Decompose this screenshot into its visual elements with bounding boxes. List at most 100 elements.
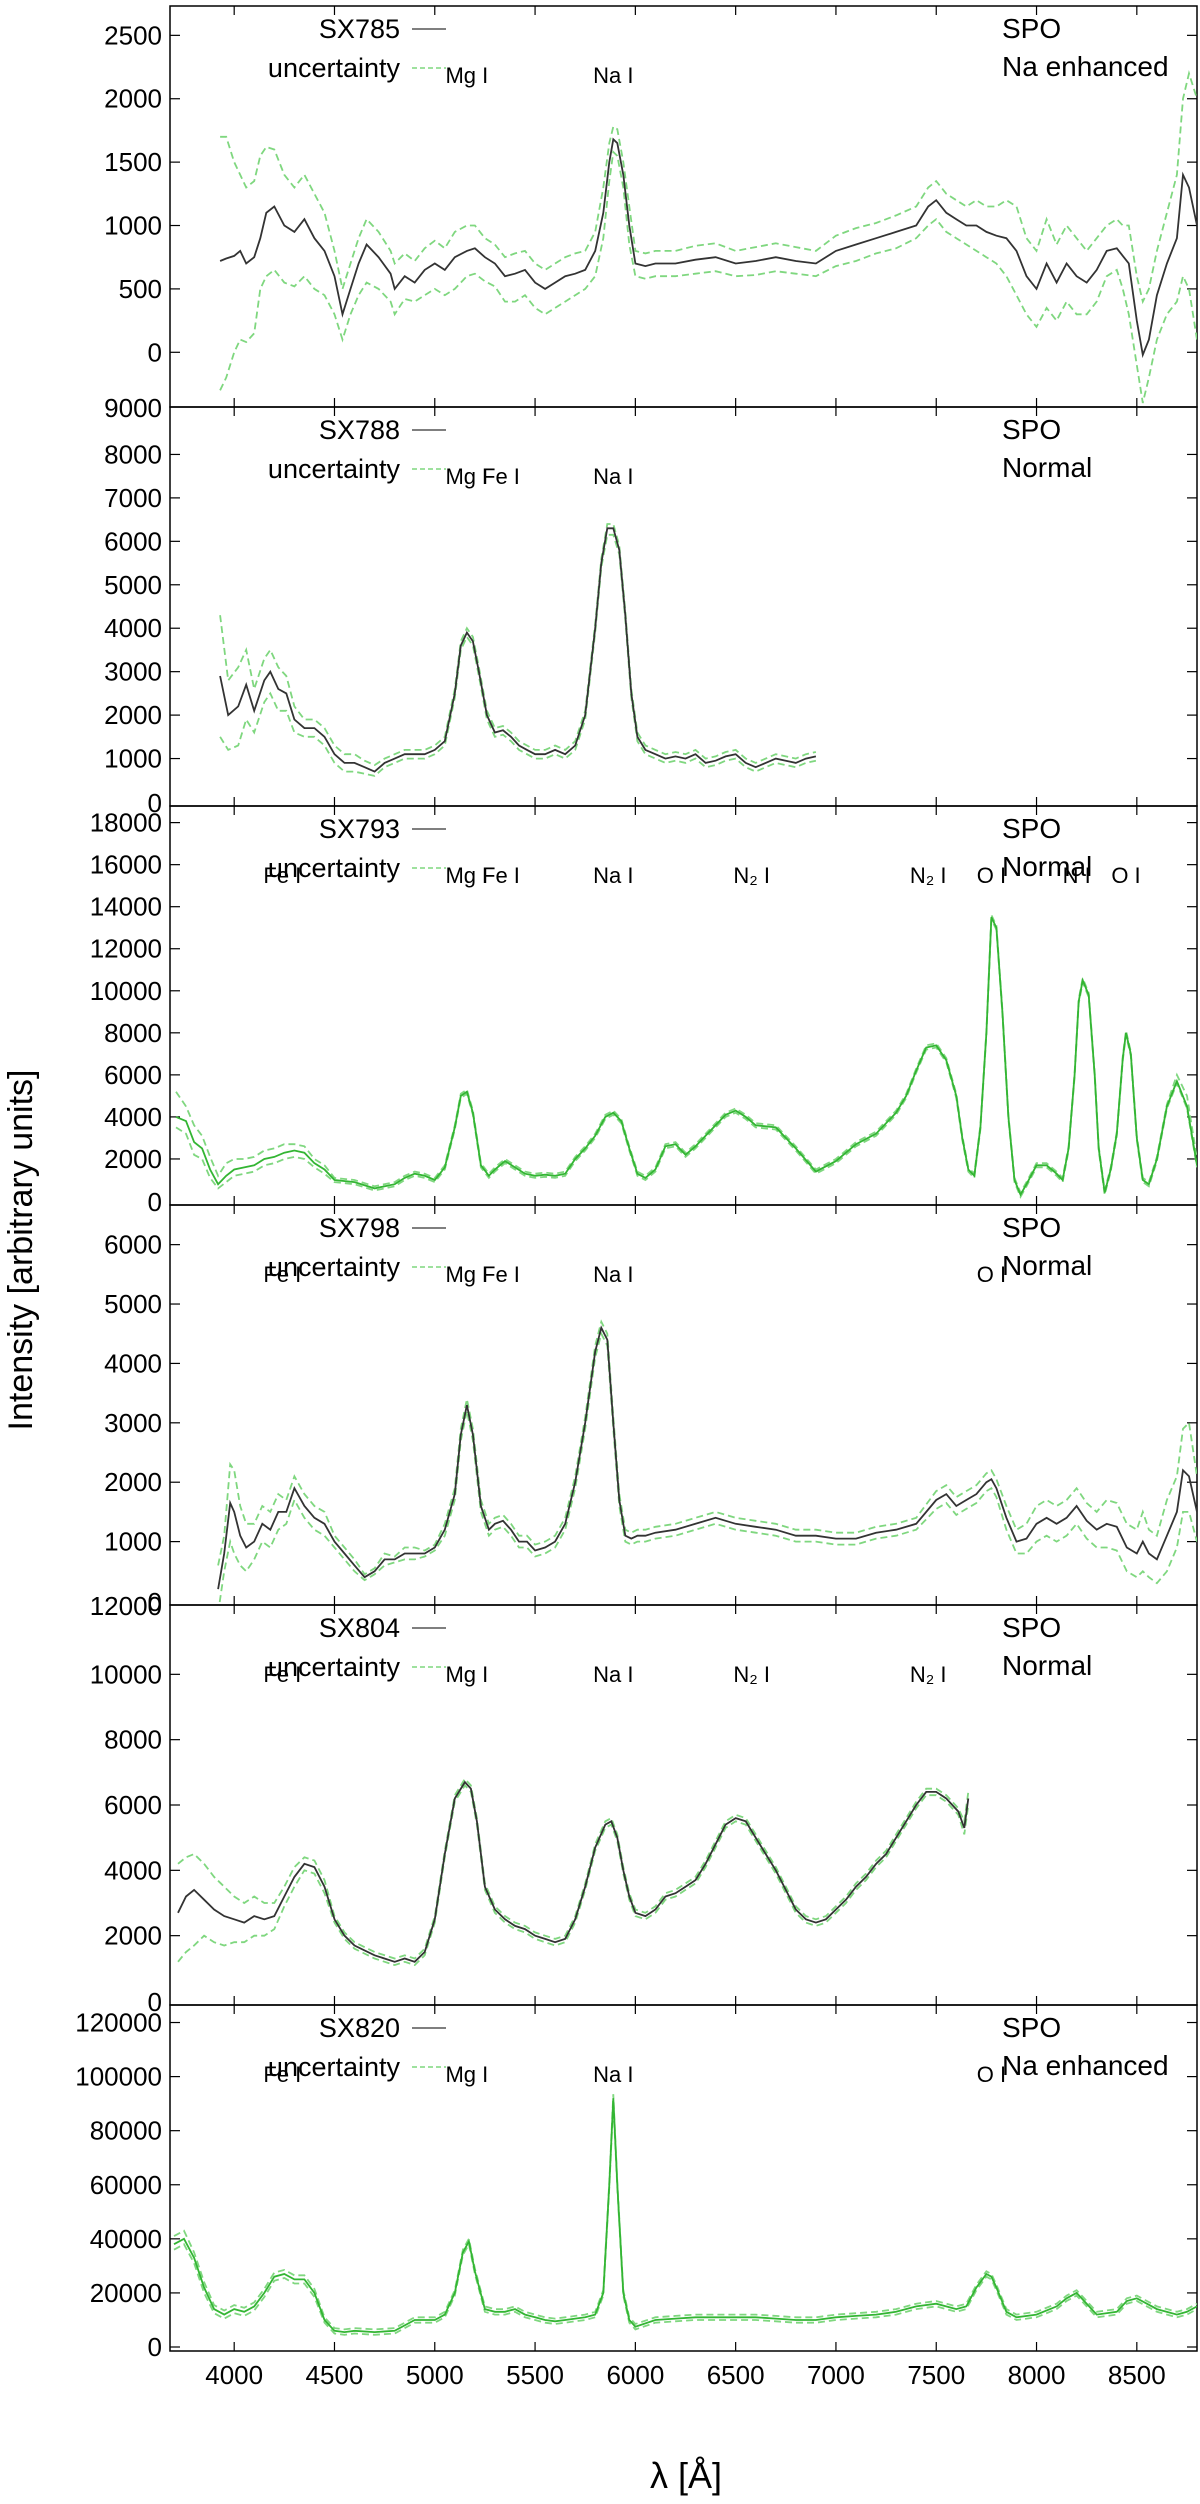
y-bottom-label: 0 xyxy=(148,1587,162,1617)
legend-series-label: SX793 xyxy=(319,814,400,844)
panel-note: Normal xyxy=(1002,452,1092,483)
y-tick-label: 1500 xyxy=(104,147,162,177)
spectrum-line xyxy=(175,916,1197,1197)
panel-note: Normal xyxy=(1002,1650,1092,1681)
y-tick-label: 18000 xyxy=(90,808,162,838)
spectrum-line xyxy=(173,2098,1197,2334)
uncertainty-upper-line xyxy=(175,914,1197,1195)
spectral-line-label: N I xyxy=(1063,863,1091,888)
y-tick-label: 2000 xyxy=(104,1921,162,1951)
x-tick-label: 5500 xyxy=(506,2360,564,2390)
y-tick-label: 3000 xyxy=(104,1408,162,1438)
panel-note: SPO xyxy=(1002,1612,1061,1643)
plot-area xyxy=(219,523,817,777)
y-bottom-label: 0 xyxy=(148,1187,162,1217)
spectrum-line xyxy=(219,137,1197,359)
panel-sx788: 1000 2000 3000 4000 5000 6000 7000 8000 9000 0 SX7… xyxy=(104,393,1198,818)
uncertainty-lower-line xyxy=(218,1331,1197,1605)
y-tick-label: 6000 xyxy=(104,526,162,556)
uncertainty-lower-line xyxy=(219,533,817,777)
y-tick-label: 12000 xyxy=(90,934,162,964)
panel-sx785: 0 500 1000 1500 2000 2500 SX785 uncertainty SPO N… xyxy=(104,5,1198,408)
y-tick-label: 5000 xyxy=(104,570,162,600)
legend-uncertainty-label: uncertainty xyxy=(268,853,401,883)
legend-uncertainty-label: uncertainty xyxy=(268,1252,401,1282)
legend-uncertainty-label: uncertainty xyxy=(268,2052,401,2082)
y-tick-label: 6000 xyxy=(104,1790,162,1820)
spectral-line-label: Mg I xyxy=(445,2062,488,2087)
spectral-line-label: Na I xyxy=(593,1262,633,1287)
y-tick-label: 100000 xyxy=(75,2062,162,2092)
y-tick-label: 8000 xyxy=(104,1018,162,1048)
y-tick-label: 500 xyxy=(119,274,162,304)
panel-note: Normal xyxy=(1002,851,1092,882)
uncertainty-upper-line xyxy=(217,1319,1197,1576)
y-tick-label: 4000 xyxy=(104,1855,162,1885)
y-tick-label: 3000 xyxy=(104,657,162,687)
panel-frame xyxy=(169,2004,1198,2352)
x-tick-label: 8500 xyxy=(1108,2360,1166,2390)
uncertainty-upper-line xyxy=(177,1777,970,1960)
plot-area xyxy=(177,1777,970,1967)
uncertainty-upper-line xyxy=(219,523,817,767)
spectral-line-label: Fe I xyxy=(263,863,301,888)
y-tick-label: 8000 xyxy=(104,1725,162,1755)
spectral-line-label: Na I xyxy=(593,1662,633,1687)
y-tick-label: 2000 xyxy=(104,84,162,114)
legend-uncertainty-label: uncertainty xyxy=(268,53,401,83)
panel-sx793: 2000 4000 6000 8000 10000 12000 14000 16000 1800… xyxy=(90,805,1198,1217)
spectral-line-label: O I xyxy=(977,2062,1006,2087)
spectral-line-label: Fe I xyxy=(482,863,520,888)
y-tick-label: 1000 xyxy=(104,1527,162,1557)
uncertainty-lower-line xyxy=(175,918,1197,1199)
y-tick-label: 120000 xyxy=(75,2008,162,2038)
spectral-line-label: Na I xyxy=(593,63,633,88)
y-tick-label: 1000 xyxy=(104,211,162,241)
y-tick-label: 10000 xyxy=(90,976,162,1006)
y-tick-label: 10000 xyxy=(90,1659,162,1689)
spectral-line-label: O I xyxy=(1111,863,1140,888)
y-tick-label: 0 xyxy=(148,337,162,367)
y-tick-label: 2000 xyxy=(104,1467,162,1497)
spectral-line-label: Fe I xyxy=(263,1262,301,1287)
x-tick-label: 7500 xyxy=(907,2360,965,2390)
x-tick-label: 8000 xyxy=(1008,2360,1066,2390)
y-bottom-label: 0 xyxy=(148,788,162,818)
y-tick-label: 8000 xyxy=(104,439,162,469)
y-tick-label: 0 xyxy=(148,2332,162,2362)
y-tick-label: 2000 xyxy=(104,700,162,730)
spectral-line-label: Fe I xyxy=(263,1662,301,1687)
spectral-line-label: Fe I xyxy=(263,2062,301,2087)
uncertainty-upper-line xyxy=(220,70,1197,305)
uncertainty-lower-line xyxy=(219,150,1197,404)
y-top-label: 12000 xyxy=(90,1591,162,1621)
legend-series-label: SX788 xyxy=(319,415,400,445)
x-tick-label: 6500 xyxy=(707,2360,765,2390)
spectral-line-label: Na I xyxy=(593,464,633,489)
spectral-line-label: Fe I xyxy=(482,464,520,489)
y-tick-label: 14000 xyxy=(90,892,162,922)
legend-series-label: SX804 xyxy=(319,1613,400,1643)
y-tick-label: 80000 xyxy=(90,2116,162,2146)
spectral-line-label: N₂ I xyxy=(733,863,770,888)
panel-note: Normal xyxy=(1002,1250,1092,1281)
y-tick-label: 6000 xyxy=(104,1230,162,1260)
spectral-line-label: Na I xyxy=(593,2062,633,2087)
panel-sx804: 2000 4000 6000 8000 10000 12000 0 SX804 uncertai… xyxy=(90,1591,1198,2017)
y-tick-label: 60000 xyxy=(90,2170,162,2200)
spectral-line-label: Mg I xyxy=(445,863,488,888)
spectral-line-label: N₂ I xyxy=(910,863,947,888)
y-top-label: 9000 xyxy=(104,393,162,423)
panel-note: Na enhanced xyxy=(1002,51,1169,82)
y-tick-label: 4000 xyxy=(104,1102,162,1132)
legend-uncertainty-label: uncertainty xyxy=(268,454,401,484)
x-tick-label: 4500 xyxy=(306,2360,364,2390)
plot-area xyxy=(217,1319,1197,1605)
spectral-line-label: Mg I xyxy=(445,1262,488,1287)
spectral-line-label: Mg I xyxy=(445,63,488,88)
spectrum-line xyxy=(219,527,817,773)
y-tick-label: 4000 xyxy=(104,613,162,643)
y-tick-label: 2000 xyxy=(104,1144,162,1174)
legend-series-label: SX820 xyxy=(319,2013,400,2043)
